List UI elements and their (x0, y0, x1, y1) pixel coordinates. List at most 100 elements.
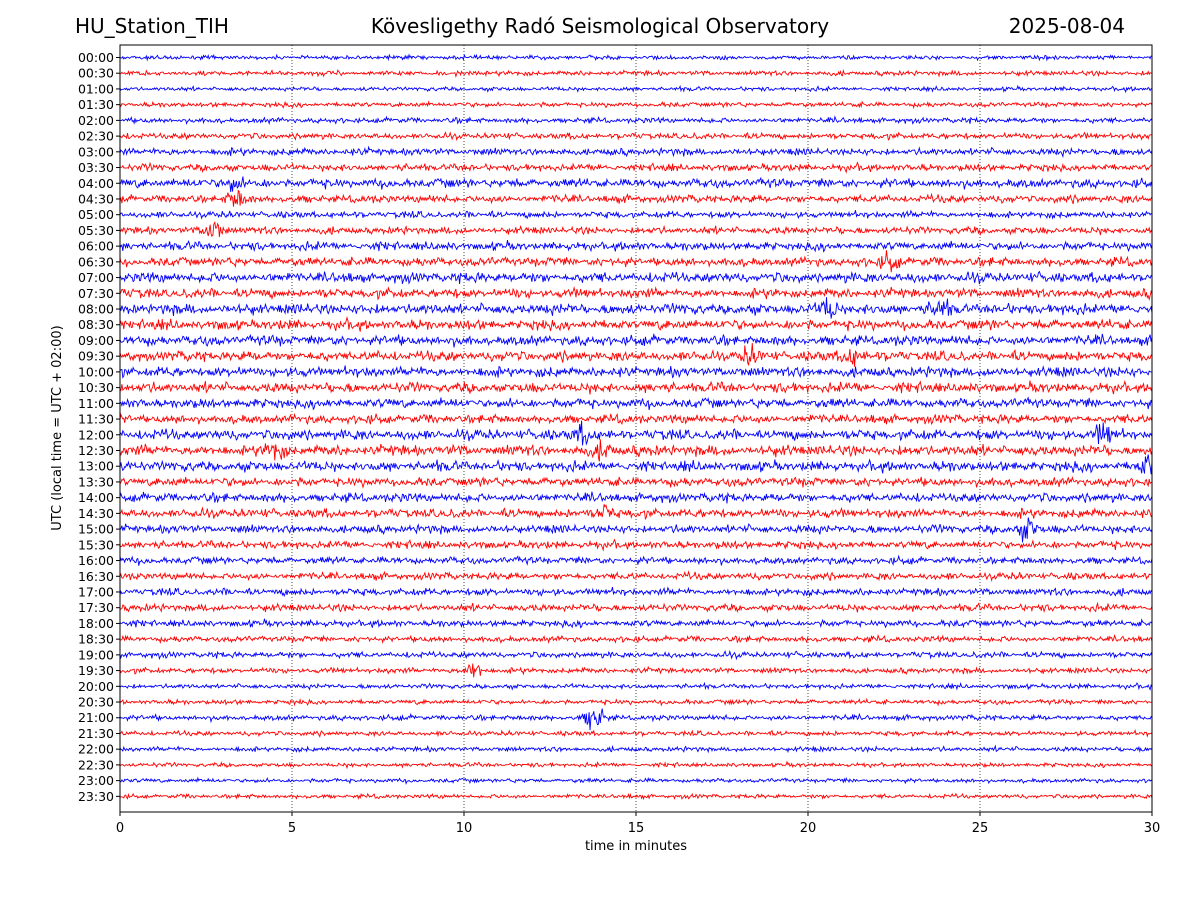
row-time-label: 01:30 (78, 97, 114, 112)
trace-0330 (119, 161, 1153, 174)
row-time-label: 00:30 (78, 66, 114, 81)
trace-2330 (119, 792, 1153, 801)
trace-0400 (119, 176, 1153, 192)
row-time-label: 06:00 (78, 239, 114, 254)
row-time-label: 08:30 (78, 317, 114, 332)
chart-title: Kövesligethy Radó Seismological Observat… (370, 14, 830, 38)
trace-1530 (119, 538, 1153, 552)
trace-2130 (119, 728, 1153, 738)
trace-0500 (119, 209, 1153, 220)
row-time-label: 08:00 (78, 302, 114, 317)
row-time-label: 21:30 (78, 726, 114, 741)
trace-0300 (119, 145, 1153, 159)
trace-1300 (119, 454, 1153, 475)
trace-0430 (119, 189, 1153, 207)
trace-1000 (119, 365, 1153, 379)
row-time-label: 23:30 (78, 789, 114, 804)
row-time-label: 02:00 (78, 113, 114, 128)
x-axis-ticks: 0 5 10 15 20 25 30 (116, 812, 1160, 836)
row-time-label: 00:00 (78, 50, 114, 65)
row-time-label: 22:00 (78, 742, 114, 757)
row-time-label: 04:00 (78, 176, 114, 191)
row-time-label: 15:30 (78, 537, 114, 552)
x-tick-label: 10 (456, 821, 473, 836)
row-time-label: 23:00 (78, 773, 114, 788)
trace-1130 (119, 412, 1153, 426)
x-tick-label: 5 (288, 821, 296, 836)
row-time-label: 14:00 (78, 490, 114, 505)
x-tick-label: 30 (1144, 821, 1161, 836)
trace-2230 (119, 760, 1153, 770)
station-name: HU_Station_TIH (75, 14, 229, 38)
row-time-label: 11:00 (78, 396, 114, 411)
row-time-label: 04:30 (78, 191, 114, 206)
y-axis-ticks: 00:0000:3001:0001:3002:0002:3003:0003:30… (78, 50, 120, 804)
row-time-label: 02:30 (78, 129, 114, 144)
row-time-label: 03:00 (78, 144, 114, 159)
x-tick-label: 0 (116, 821, 124, 836)
row-time-label: 13:00 (78, 459, 114, 474)
trace-0630 (119, 250, 1153, 273)
row-time-label: 12:00 (78, 427, 114, 442)
x-axis-label: time in minutes (585, 839, 687, 854)
trace-0200 (119, 115, 1153, 126)
trace-1230 (119, 439, 1153, 462)
trace-0600 (119, 240, 1153, 253)
trace-1500 (119, 517, 1153, 543)
row-time-label: 07:30 (78, 286, 114, 301)
y-axis-label: UTC (local time = UTC + 02:00) (50, 325, 65, 530)
trace-0830 (119, 316, 1153, 332)
trace-1430 (119, 504, 1153, 521)
row-time-label: 18:00 (78, 616, 114, 631)
row-time-label: 13:30 (78, 474, 114, 489)
trace-0700 (119, 270, 1153, 285)
trace-0130 (119, 100, 1153, 110)
trace-0030 (120, 68, 1153, 78)
row-time-label: 01:00 (78, 81, 114, 96)
trace-0000 (119, 53, 1153, 62)
row-time-label: 10:00 (78, 364, 114, 379)
x-tick-label: 25 (972, 821, 989, 836)
trace-1630 (119, 570, 1152, 582)
row-time-label: 07:00 (78, 270, 114, 285)
seismic-traces (119, 53, 1153, 801)
trace-1830 (119, 633, 1153, 645)
trace-1900 (119, 649, 1153, 661)
trace-1730 (119, 601, 1153, 614)
row-time-label: 09:00 (78, 333, 114, 348)
x-tick-label: 20 (800, 821, 817, 836)
row-time-label: 03:30 (78, 160, 114, 175)
trace-2200 (119, 744, 1153, 754)
row-time-label: 18:30 (78, 632, 114, 647)
trace-1800 (119, 618, 1153, 629)
row-time-label: 16:00 (78, 553, 114, 568)
trace-0100 (119, 84, 1153, 94)
trace-1700 (119, 586, 1153, 598)
row-time-label: 10:30 (78, 380, 114, 395)
row-time-label: 19:30 (78, 663, 114, 678)
row-time-label: 22:30 (78, 757, 114, 772)
row-time-label: 11:30 (78, 412, 114, 427)
trace-0900 (119, 333, 1153, 348)
row-time-label: 17:00 (78, 584, 114, 599)
trace-1930 (119, 663, 1152, 678)
row-time-label: 21:00 (78, 710, 114, 725)
trace-0800 (119, 297, 1153, 319)
row-time-label: 19:00 (78, 647, 114, 662)
trace-1200 (119, 420, 1153, 446)
trace-0730 (119, 286, 1153, 302)
trace-0230 (119, 131, 1153, 142)
trace-0930 (119, 343, 1153, 367)
trace-0530 (119, 221, 1153, 238)
row-time-label: 17:30 (78, 600, 114, 615)
row-time-label: 05:30 (78, 223, 114, 238)
trace-1600 (119, 554, 1153, 566)
row-time-label: 15:00 (78, 522, 114, 537)
trace-1400 (119, 491, 1153, 504)
trace-2100 (119, 708, 1153, 731)
chart-date: 2025-08-04 (1008, 14, 1125, 38)
trace-1100 (119, 396, 1153, 411)
row-time-label: 20:30 (78, 695, 114, 710)
row-time-label: 06:30 (78, 254, 114, 269)
